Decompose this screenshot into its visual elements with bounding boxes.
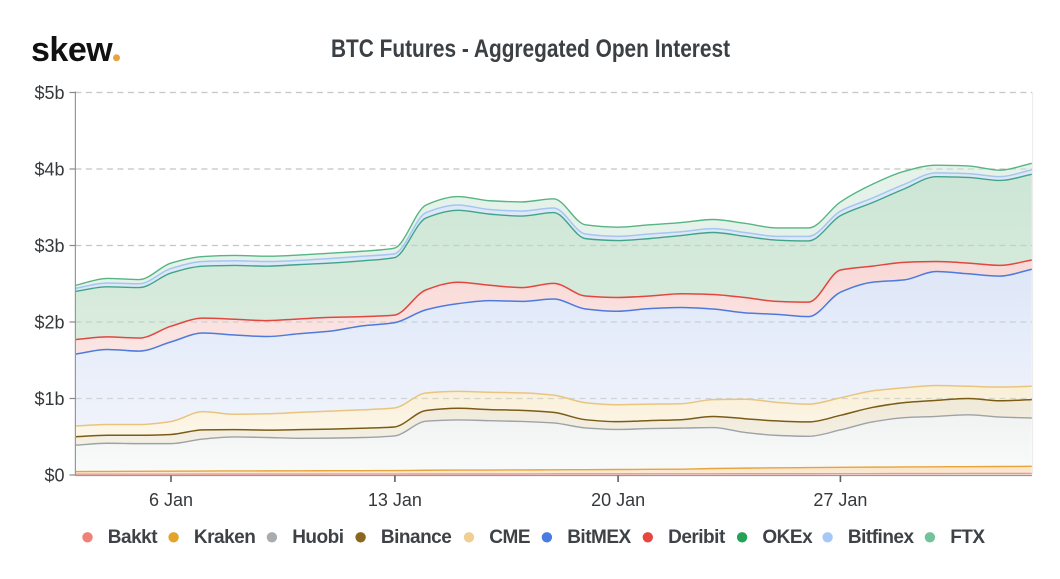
svg-text:$1b: $1b (34, 389, 64, 409)
svg-text:BTC Futures - Aggregated Open: BTC Futures - Aggregated Open Interest (331, 34, 730, 62)
svg-text:BitMEX: BitMEX (567, 527, 631, 548)
svg-text:Bakkt: Bakkt (108, 527, 158, 548)
svg-text:FTX: FTX (950, 527, 985, 548)
svg-text:27 Jan: 27 Jan (813, 490, 867, 510)
svg-text:skew: skew (31, 31, 113, 69)
svg-text:13 Jan: 13 Jan (368, 490, 422, 510)
svg-text:$2b: $2b (34, 313, 64, 333)
svg-text:20 Jan: 20 Jan (591, 490, 645, 510)
svg-text:Kraken: Kraken (194, 527, 255, 548)
svg-text:$4b: $4b (34, 160, 64, 180)
svg-text:$3b: $3b (34, 236, 64, 256)
svg-text:Huobi: Huobi (292, 527, 343, 548)
svg-text:$0: $0 (44, 466, 64, 486)
svg-text:6 Jan: 6 Jan (149, 490, 193, 510)
svg-text:Bitfinex: Bitfinex (848, 527, 915, 548)
svg-text:OKEx: OKEx (762, 527, 813, 548)
svg-text:Deribit: Deribit (668, 527, 726, 548)
svg-text:CME: CME (489, 527, 530, 548)
svg-text:$5b: $5b (34, 83, 64, 103)
svg-text:Binance: Binance (381, 527, 451, 548)
